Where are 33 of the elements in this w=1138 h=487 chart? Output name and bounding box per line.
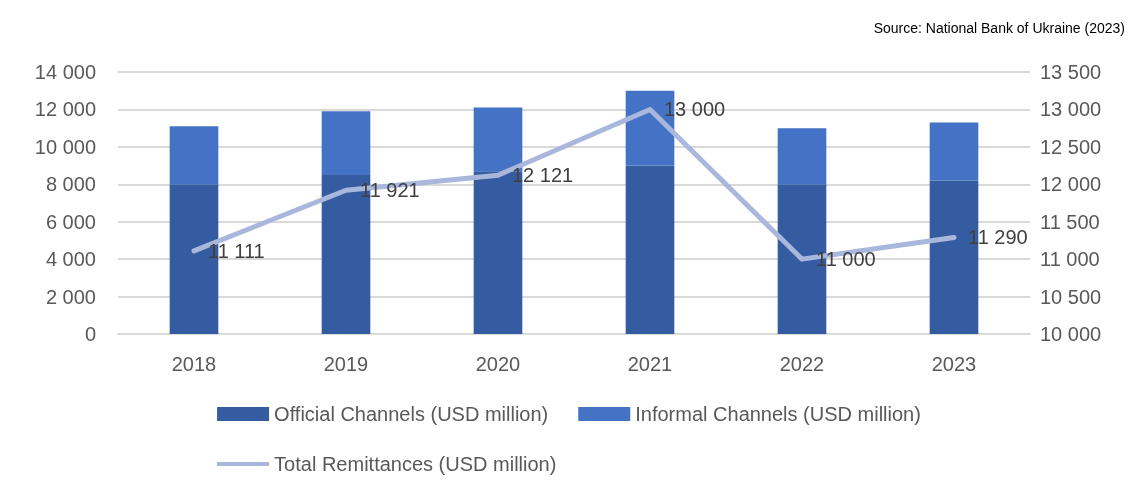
bar <box>321 111 371 175</box>
data-label: 11 000 <box>816 248 876 271</box>
y-tick-label: 12 000 <box>34 98 96 121</box>
legend-label: Total Remittances (USD million) <box>274 453 557 475</box>
y-tick-label: 6 000 <box>45 210 96 233</box>
y-tick-label: 14 000 <box>34 61 96 83</box>
x-tick-label: 2018 <box>171 353 217 375</box>
bar <box>169 126 219 185</box>
x-tick-label: 2021 <box>627 353 673 375</box>
source-note: Source: National Bank of Ukraine (2023) <box>873 20 1125 36</box>
y-tick-label: 2 000 <box>45 285 96 308</box>
y-tick-label: 10 000 <box>34 135 96 158</box>
y2-tick-label: 11 500 <box>1040 210 1100 233</box>
y2-tick-label: 10 000 <box>1040 323 1102 345</box>
bar <box>777 128 827 185</box>
y2-tick-label: 10 500 <box>1040 285 1102 308</box>
y2-tick-label: 11 000 <box>1040 248 1100 271</box>
y2-tick-label: 12 000 <box>1040 173 1102 196</box>
legend-label: Official Channels (USD million) <box>274 403 549 425</box>
y2-tick-label: 13 000 <box>1040 98 1102 121</box>
x-tick-label: 2023 <box>931 353 977 375</box>
y-tick-label: 4 000 <box>45 248 96 271</box>
y2-tick-label: 13 500 <box>1040 61 1102 83</box>
x-tick-label: 2019 <box>323 353 369 375</box>
bar <box>929 122 979 181</box>
legend-label: Informal Channels (USD million) <box>635 403 921 425</box>
y-tick-label: 8 000 <box>45 173 96 196</box>
data-label: 11 921 <box>360 179 420 202</box>
bar <box>625 165 675 334</box>
x-tick-label: 2022 <box>779 353 825 375</box>
x-tick-label: 2020 <box>475 353 521 375</box>
y-tick-label: 0 <box>84 323 96 345</box>
y2-tick-label: 12 500 <box>1040 135 1102 158</box>
